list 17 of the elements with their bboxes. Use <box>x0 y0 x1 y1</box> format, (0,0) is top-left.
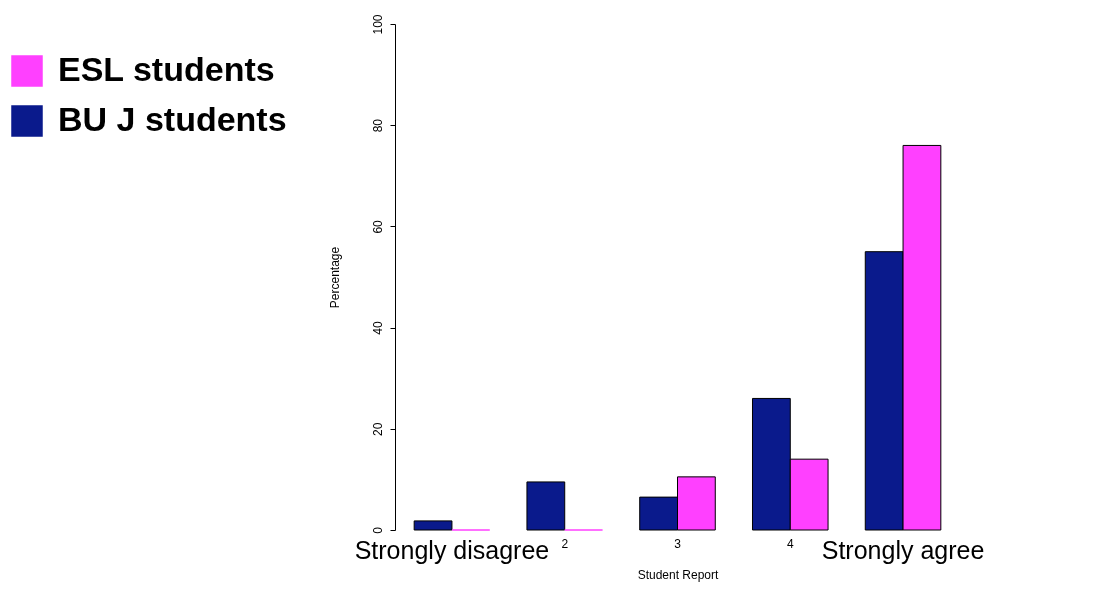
x-tick-label: 2 <box>561 536 569 551</box>
y-tick-label: 20 <box>370 422 385 436</box>
bar <box>526 481 566 531</box>
x-tick-label: 4 <box>786 536 794 551</box>
y-tick-label: 100 <box>370 14 385 35</box>
legend-label: ESL students <box>58 50 275 88</box>
x-tick-label: Strongly agree <box>821 535 985 564</box>
bar <box>413 520 453 531</box>
x-tick-label: Strongly disagree <box>354 535 550 564</box>
y-axis-title: Percentage <box>327 246 342 309</box>
y-tick-label: 40 <box>370 321 385 335</box>
y-tick-label: 60 <box>370 219 385 234</box>
y-tick-label: 80 <box>370 118 385 133</box>
y-tick-label: 0 <box>370 526 385 534</box>
x-axis-title: Student Report <box>637 567 720 582</box>
legend-label: BU J students <box>58 100 287 138</box>
x-tick-label: 3 <box>674 536 682 551</box>
